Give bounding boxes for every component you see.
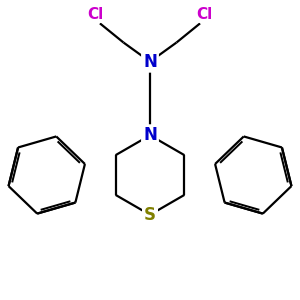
Text: N: N <box>143 126 157 144</box>
Text: Cl: Cl <box>87 7 104 22</box>
Text: Cl: Cl <box>196 7 213 22</box>
Text: N: N <box>143 53 157 71</box>
Text: S: S <box>144 206 156 224</box>
